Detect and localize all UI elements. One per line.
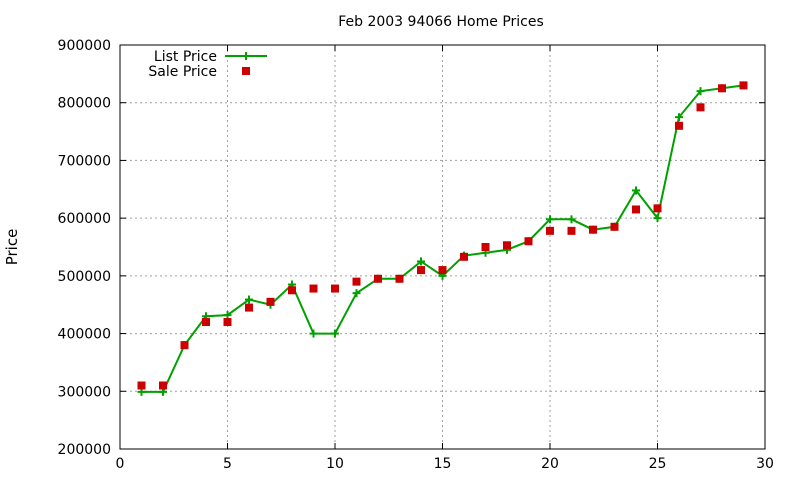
sale-price-point bbox=[675, 121, 683, 130]
y-axis-label: Price bbox=[3, 229, 21, 266]
series-layer bbox=[137, 81, 748, 396]
x-tick-label: 5 bbox=[223, 456, 232, 472]
x-tick-label: 0 bbox=[116, 456, 125, 472]
sale-price-point bbox=[202, 318, 210, 327]
sale-price-point bbox=[180, 341, 189, 350]
sale-price-point bbox=[460, 252, 468, 261]
sale-price-point bbox=[438, 266, 447, 275]
x-tick-label: 25 bbox=[649, 456, 667, 472]
sale-price-point bbox=[503, 241, 511, 250]
list-price-point bbox=[546, 215, 554, 224]
sale-price-point bbox=[137, 381, 146, 390]
list-price-point bbox=[567, 215, 576, 224]
y-tick-label: 500000 bbox=[58, 269, 111, 285]
legend-swatch-sale-price bbox=[242, 67, 250, 75]
x-tick-label: 10 bbox=[326, 456, 344, 472]
sale-price-point bbox=[223, 318, 232, 327]
sale-price-point bbox=[567, 226, 576, 235]
sale-price-point bbox=[696, 103, 705, 112]
sale-price-point bbox=[245, 303, 253, 312]
x-tick-label: 30 bbox=[756, 456, 774, 472]
x-tick-label: 15 bbox=[434, 456, 452, 472]
list-price-point bbox=[352, 289, 361, 298]
sale-price-point bbox=[589, 225, 597, 234]
list-price-point bbox=[696, 87, 705, 96]
y-tick-label: 200000 bbox=[58, 442, 111, 458]
sale-price-point bbox=[610, 222, 619, 231]
list-price-point bbox=[632, 186, 640, 195]
legend-label-sale-price: Sale Price bbox=[148, 64, 217, 80]
sale-price-point bbox=[524, 237, 533, 246]
sale-price-point bbox=[718, 84, 726, 93]
sale-price-point bbox=[288, 286, 296, 295]
y-tick-label: 300000 bbox=[58, 384, 111, 400]
list-price-point bbox=[653, 214, 662, 223]
list-price-point bbox=[309, 329, 318, 338]
sale-price-point bbox=[309, 284, 318, 293]
chart-title: Feb 2003 94066 Home Prices bbox=[338, 14, 544, 30]
list-price-point bbox=[417, 257, 425, 266]
sale-price-point bbox=[546, 226, 554, 235]
y-tick-label: 800000 bbox=[58, 96, 111, 112]
list-price-point bbox=[331, 329, 339, 338]
sale-price-point bbox=[331, 284, 339, 293]
sale-price-point bbox=[739, 81, 748, 90]
x-tick-label: 20 bbox=[541, 456, 559, 472]
sale-price-point bbox=[653, 204, 662, 213]
y-tick-label: 700000 bbox=[58, 153, 111, 169]
sale-price-point bbox=[374, 274, 382, 283]
ticks-layer: 0 5 10 15 20 25 30 200000 300000 400000 500000 6000… bbox=[58, 38, 774, 472]
list-price-point bbox=[223, 311, 232, 320]
grid-layer bbox=[120, 45, 765, 449]
sale-price-point bbox=[352, 277, 361, 286]
sale-price-point bbox=[632, 205, 640, 214]
list-price-point bbox=[245, 295, 253, 304]
sale-price-point bbox=[417, 266, 425, 275]
list-price-point bbox=[675, 113, 683, 122]
sale-price-point bbox=[395, 274, 404, 283]
sale-price-point bbox=[481, 243, 490, 251]
y-tick-label: 900000 bbox=[58, 38, 111, 54]
sale-price-point bbox=[159, 381, 167, 390]
y-tick-label: 400000 bbox=[58, 327, 111, 343]
sale-price-point bbox=[266, 297, 275, 306]
legend-label-list-price: List Price bbox=[154, 49, 217, 65]
y-tick-label: 600000 bbox=[58, 211, 111, 227]
